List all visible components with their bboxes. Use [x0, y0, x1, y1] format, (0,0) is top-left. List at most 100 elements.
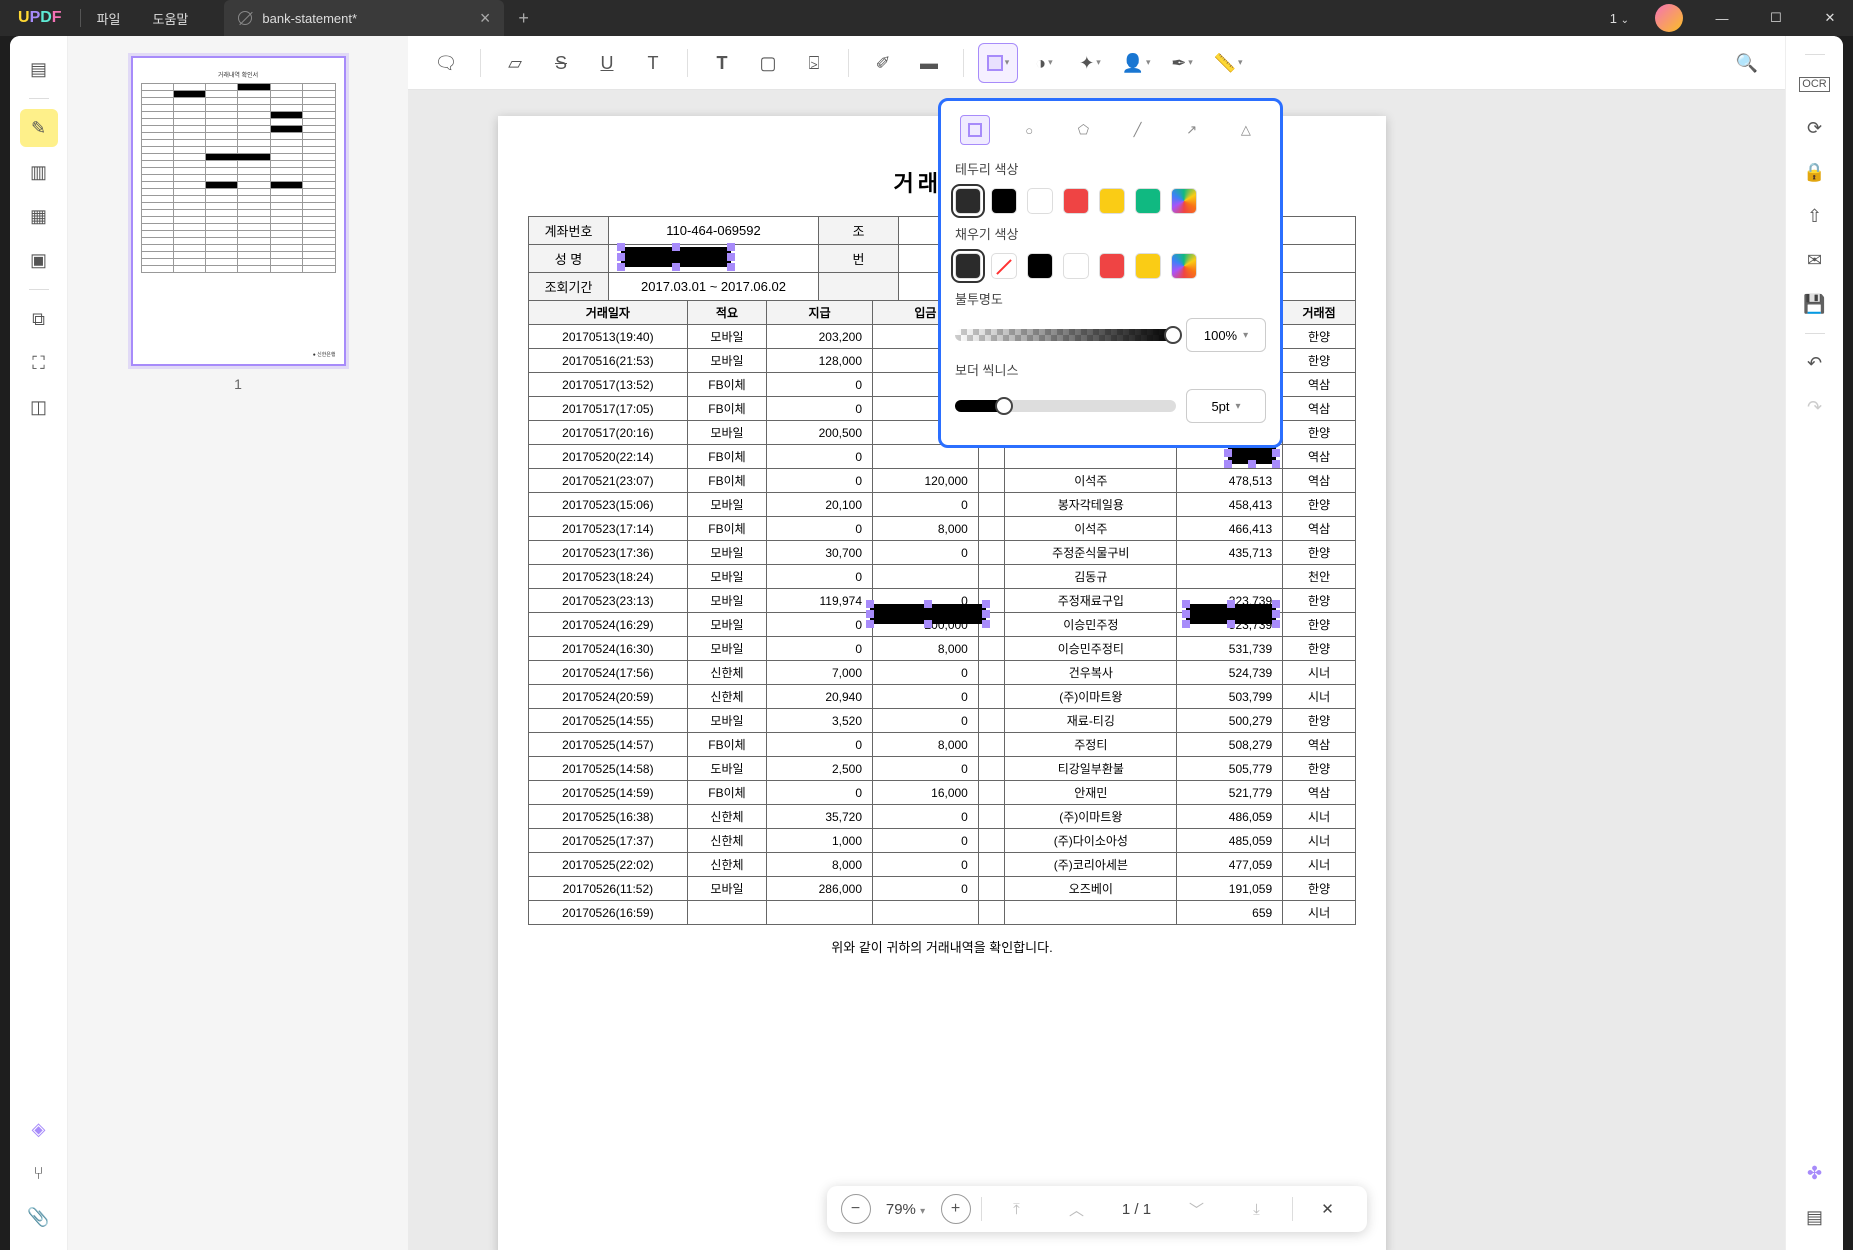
eraser-tool[interactable]: ▬: [909, 43, 949, 83]
signature-tool[interactable]: 👤▾: [1116, 43, 1156, 83]
measure-tool[interactable]: 📏▾: [1208, 43, 1248, 83]
color-swatch[interactable]: [991, 188, 1017, 214]
shape-rectangle[interactable]: [960, 115, 990, 145]
next-page-button[interactable]: ﹀: [1172, 1199, 1222, 1220]
shape-triangle[interactable]: △: [1231, 115, 1261, 145]
color-swatch[interactable]: [1027, 188, 1053, 214]
note-tool[interactable]: 🗨: [426, 43, 466, 83]
opacity-slider[interactable]: [955, 329, 1176, 341]
share-button[interactable]: ⇧: [1796, 197, 1834, 235]
table-cell: 0: [767, 517, 873, 541]
user-avatar[interactable]: [1655, 4, 1683, 32]
table-cell: 역삼: [1283, 469, 1356, 493]
zoom-level[interactable]: 79% ▾: [881, 1201, 931, 1218]
add-tab-button[interactable]: +: [518, 8, 529, 29]
document-tab[interactable]: bank-statement* ×: [224, 0, 504, 36]
zoom-out-button[interactable]: −: [841, 1194, 871, 1224]
color-picker-swatch[interactable]: [1171, 188, 1197, 214]
first-page-button[interactable]: ⤒: [992, 1201, 1042, 1218]
page-thumbnail[interactable]: 거래내역 확인서: [131, 56, 346, 366]
textbox-tool[interactable]: ▢: [748, 43, 788, 83]
color-swatch[interactable]: [1099, 188, 1125, 214]
page-tools-button[interactable]: ⧉: [20, 300, 58, 338]
highlight-tool[interactable]: ▱: [495, 43, 535, 83]
table-cell: 시너: [1283, 661, 1356, 685]
crop-button[interactable]: ⛶: [20, 344, 58, 382]
table-row: 20170525(16:38)신한체35,7200(주)이마트왕486,059시…: [529, 805, 1356, 829]
redaction-selection-2[interactable]: [870, 604, 986, 624]
rectangle-tool[interactable]: ▾: [978, 43, 1018, 83]
strikethrough-tool[interactable]: S: [541, 43, 581, 83]
color-swatch[interactable]: [1063, 253, 1089, 279]
redact-button[interactable]: ◫: [20, 388, 58, 426]
color-picker-swatch[interactable]: [1171, 253, 1197, 279]
protect-button[interactable]: 🔒: [1796, 153, 1834, 191]
edit-mode-button[interactable]: ▥: [20, 153, 58, 191]
color-swatch[interactable]: [955, 188, 981, 214]
convert-button[interactable]: ⟳: [1796, 109, 1834, 147]
maximize-button[interactable]: ☐: [1753, 0, 1799, 36]
pen-tool[interactable]: ✒▾: [1162, 43, 1202, 83]
table-cell: [978, 901, 1004, 925]
color-swatch[interactable]: [1027, 253, 1053, 279]
email-button[interactable]: ✉: [1796, 241, 1834, 279]
save-button[interactable]: 💾: [1796, 285, 1834, 323]
squiggly-tool[interactable]: T: [633, 43, 673, 83]
fill-sign-button[interactable]: ▣: [20, 241, 58, 279]
layers-button[interactable]: ◈: [20, 1110, 58, 1148]
reader-mode-button[interactable]: ▤: [20, 50, 58, 88]
redaction-selection-3[interactable]: [1186, 604, 1276, 624]
close-tab-icon[interactable]: ×: [480, 9, 491, 27]
comment-mode-button[interactable]: ✎: [20, 109, 58, 147]
attachments-button[interactable]: 📎: [20, 1198, 58, 1236]
redaction-selection-1[interactable]: [621, 247, 731, 267]
close-window-button[interactable]: ✕: [1807, 0, 1853, 36]
print-button[interactable]: ▤: [1796, 1198, 1834, 1236]
prev-page-button[interactable]: ︿: [1052, 1199, 1102, 1220]
area-highlight-tool[interactable]: ✐: [863, 43, 903, 83]
color-swatch[interactable]: [1135, 253, 1161, 279]
zoom-bar: − 79% ▾ + ⤒ ︿ 1 / 1 ﹀ ⤓ ✕: [827, 1186, 1367, 1232]
annotation-toolbar: 🗨 ▱ S U T T ▢ ⍄ ✐ ▬ ▾ ◑▾ ✦▾ 👤▾ ✒▾ 📏▾ 🔍: [408, 36, 1785, 90]
color-swatch[interactable]: [1063, 188, 1089, 214]
organize-pages-button[interactable]: ▦: [20, 197, 58, 235]
last-page-button[interactable]: ⤓: [1232, 1201, 1282, 1218]
shape-line[interactable]: ╱: [1123, 115, 1153, 145]
table-row: 20170524(20:59)신한체20,9400(주)이마트왕503,799시…: [529, 685, 1356, 709]
callout-tool[interactable]: ⍄: [794, 43, 834, 83]
sticker-tool[interactable]: ◑▾: [1024, 43, 1064, 83]
menu-file[interactable]: 파일: [81, 9, 137, 28]
text-tool[interactable]: T: [702, 43, 742, 83]
shape-polygon[interactable]: ⬠: [1068, 115, 1098, 145]
opacity-value[interactable]: 100%▾: [1186, 318, 1266, 352]
close-zoombar-button[interactable]: ✕: [1303, 1200, 1353, 1218]
shape-arrow[interactable]: ↗: [1177, 115, 1207, 145]
shape-circle[interactable]: ○: [1014, 115, 1044, 145]
color-swatch[interactable]: [955, 253, 981, 279]
bookmarks-button[interactable]: ⑂: [20, 1154, 58, 1192]
pages-icon: ▦: [30, 207, 47, 225]
thickness-slider[interactable]: [955, 400, 1176, 412]
person-icon: 👤: [1122, 54, 1144, 72]
ai-button[interactable]: ✤: [1796, 1154, 1834, 1192]
table-cell: [978, 445, 1004, 469]
table-cell: [978, 829, 1004, 853]
stamp-tool[interactable]: ✦▾: [1070, 43, 1110, 83]
search-button[interactable]: 🔍: [1727, 43, 1767, 83]
undo-button[interactable]: ↶: [1796, 344, 1834, 382]
color-swatch[interactable]: [991, 253, 1017, 279]
menu-help[interactable]: 도움말: [137, 9, 205, 28]
search-icon: 🔍: [1736, 54, 1758, 72]
color-swatch[interactable]: [1099, 253, 1125, 279]
redo-button[interactable]: ↷: [1796, 388, 1834, 426]
thickness-value[interactable]: 5pt▾: [1186, 389, 1266, 423]
minimize-button[interactable]: ―: [1699, 0, 1745, 36]
table-header: 거래일자: [529, 301, 688, 325]
window-count[interactable]: 1 ⌄: [1600, 11, 1639, 26]
zoom-in-button[interactable]: +: [941, 1194, 971, 1224]
ocr-button[interactable]: OCR: [1796, 65, 1834, 103]
color-swatch[interactable]: [1135, 188, 1161, 214]
underline-tool[interactable]: U: [587, 43, 627, 83]
table-cell: [873, 445, 979, 469]
page-indicator[interactable]: 1 / 1: [1112, 1201, 1162, 1218]
